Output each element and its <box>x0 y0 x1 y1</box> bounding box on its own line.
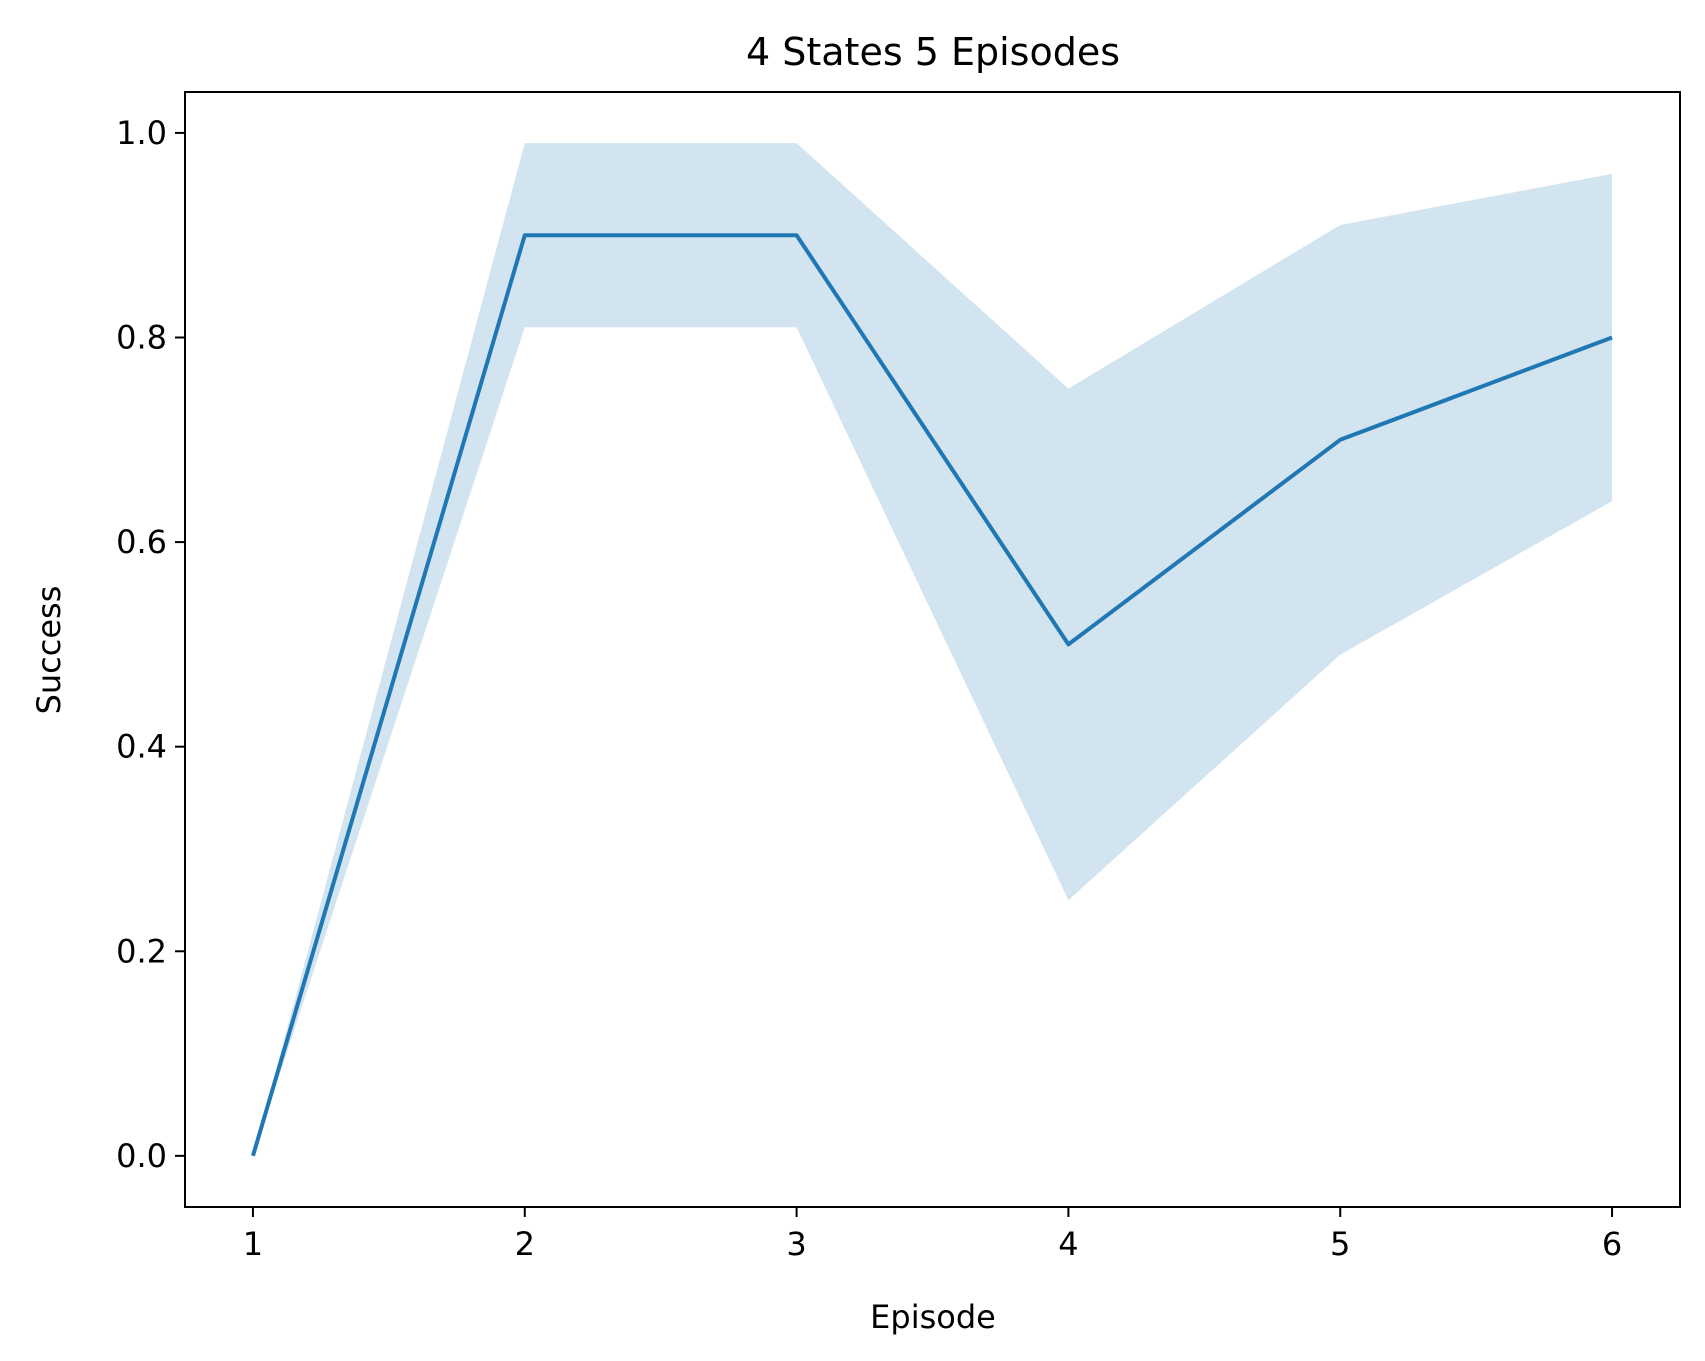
x-tick-label: 2 <box>515 1225 535 1263</box>
y-tick-label: 1.0 <box>116 114 167 152</box>
x-tick-label: 1 <box>243 1225 263 1263</box>
y-tick-label: 0.6 <box>116 523 167 561</box>
confidence-band-layer <box>252 143 1613 1156</box>
series-line <box>251 233 1613 1157</box>
series-line-layer <box>251 233 1613 1157</box>
y-tick-label: 0.8 <box>116 319 167 357</box>
x-axis-ticks: 1 2 3 4 5 6 <box>243 1207 1622 1263</box>
confidence-band <box>252 143 1613 1156</box>
y-axis-label: Success <box>30 586 68 715</box>
y-tick-label: 0.0 <box>116 1137 167 1175</box>
x-tick-label: 5 <box>1330 1225 1350 1263</box>
y-tick-label: 0.2 <box>116 932 167 970</box>
x-tick-label: 4 <box>1058 1225 1078 1263</box>
y-axis-ticks: 0.0 0.2 0.4 0.6 0.8 1.0 <box>116 114 185 1175</box>
x-axis-label: Episode <box>870 1298 996 1336</box>
x-tick-label: 3 <box>786 1225 806 1263</box>
plot-frame <box>184 91 1681 1208</box>
y-tick-label: 0.4 <box>116 728 167 766</box>
x-tick-label: 6 <box>1602 1225 1622 1263</box>
chart-title: 4 States 5 Episodes <box>746 30 1120 74</box>
